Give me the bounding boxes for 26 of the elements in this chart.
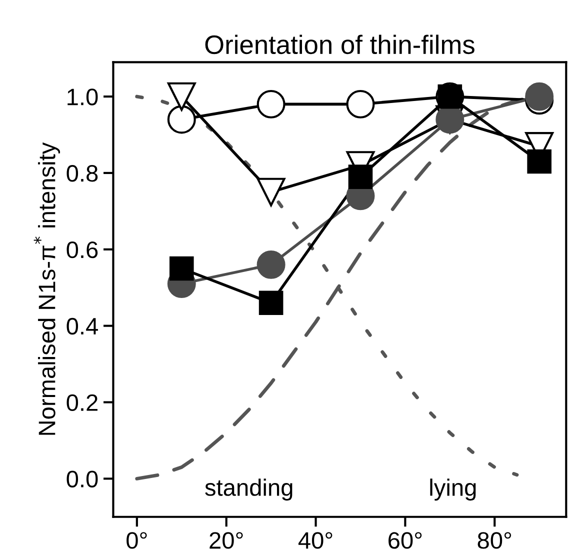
x-tick-label: 40° — [298, 532, 332, 549]
chart-title: Orientation of thin-films — [205, 34, 474, 54]
y-tick-label: 0.8 — [66, 165, 98, 182]
x-tick-label: 0° — [126, 532, 147, 549]
point — [167, 105, 196, 134]
point — [258, 290, 284, 316]
y-tick-label: 0.6 — [66, 241, 98, 258]
y-tick-label: 0.0 — [66, 470, 98, 488]
point — [256, 250, 286, 279]
annotation: lying — [430, 478, 476, 501]
point — [346, 90, 375, 118]
y-tick-label: 0.2 — [66, 394, 98, 412]
point — [169, 256, 194, 281]
x-tick-label: 20° — [210, 532, 243, 549]
point — [167, 82, 196, 111]
y-tick-label: 1.0 — [68, 88, 98, 106]
y-tick-label: 0.4 — [66, 318, 98, 335]
y-axis-title: Normalised N1s-π$^{*}$ intensity — [34, 142, 60, 435]
point — [256, 90, 286, 118]
point — [256, 178, 286, 206]
point — [527, 149, 552, 174]
point — [348, 164, 373, 189]
x-tick-label: 60° — [388, 532, 422, 549]
annotation: standing — [205, 478, 292, 501]
point — [525, 82, 554, 111]
x-tick-label: 80° — [478, 532, 512, 549]
